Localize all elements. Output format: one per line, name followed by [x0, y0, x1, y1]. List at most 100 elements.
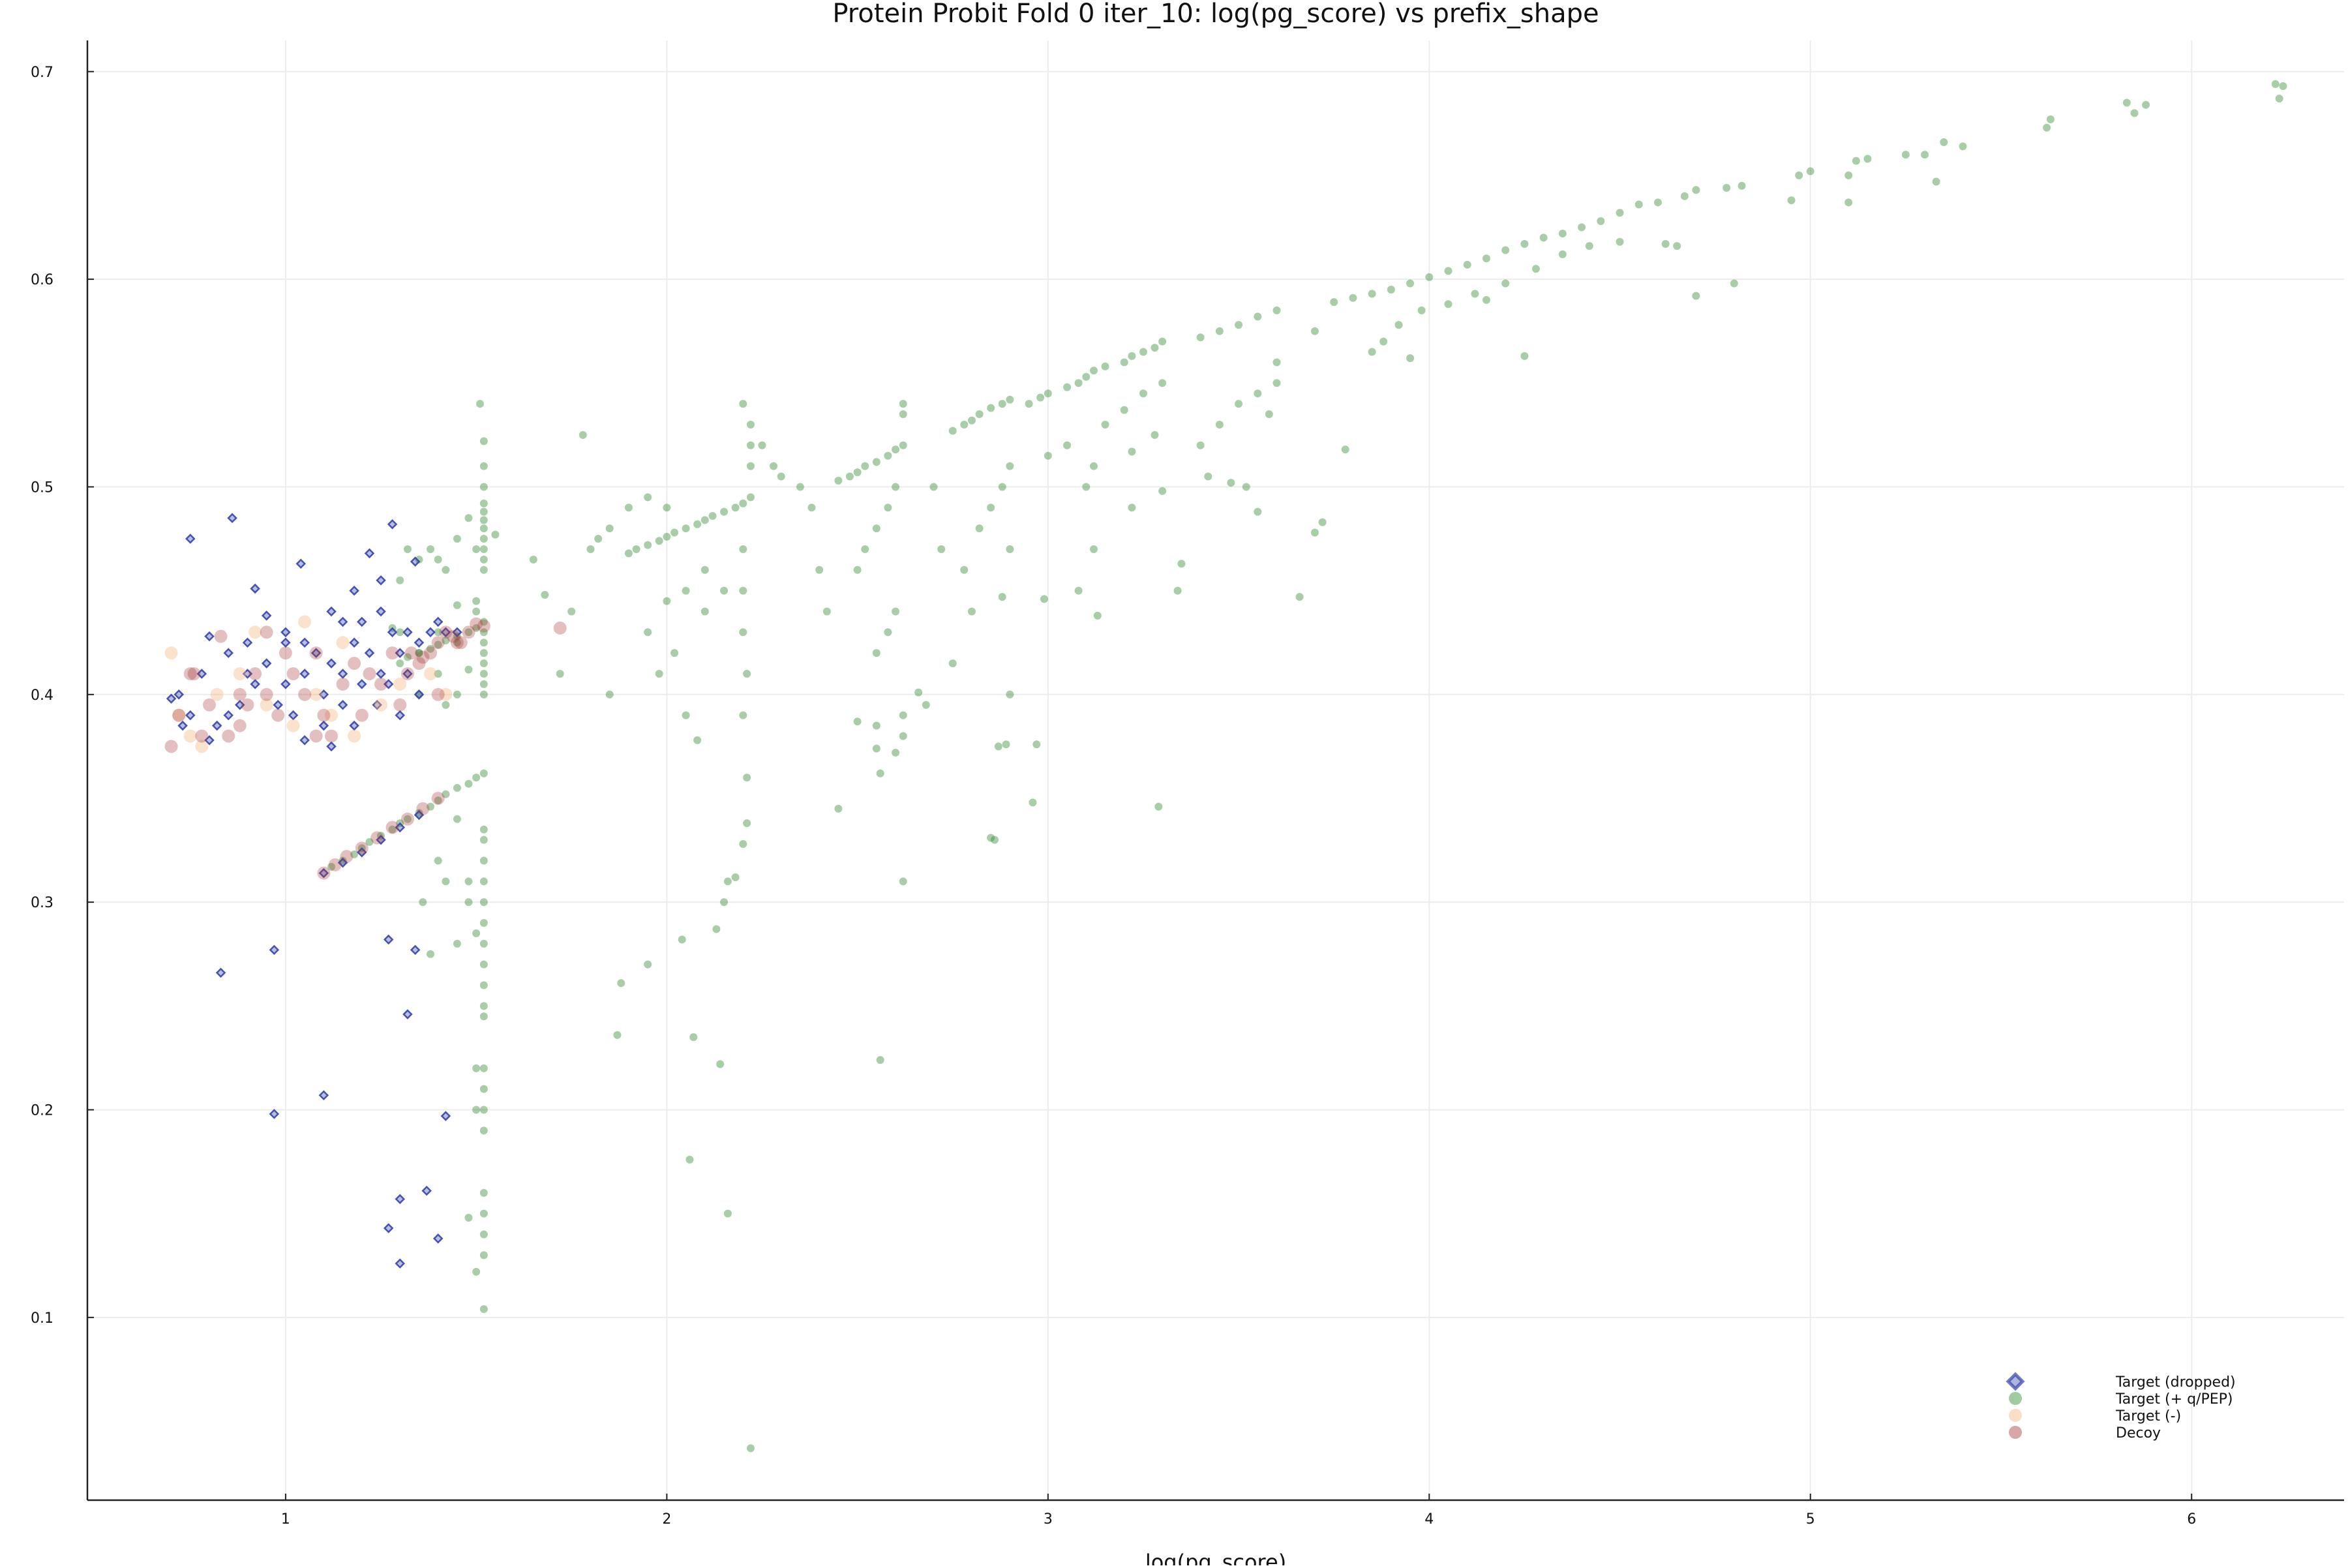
data-point: [655, 537, 663, 545]
data-point: [215, 967, 226, 978]
data-point: [317, 708, 331, 722]
data-point: [899, 441, 907, 449]
data-point: [1692, 186, 1700, 194]
data-point: [410, 944, 421, 956]
data-point: [479, 516, 488, 524]
data-point: [298, 687, 312, 701]
data-point: [1173, 586, 1182, 595]
data-point: [1387, 286, 1395, 294]
data-point: [280, 679, 291, 689]
data-point: [286, 719, 300, 732]
data-point: [318, 867, 329, 879]
data-point: [269, 944, 280, 956]
data-point: [1139, 389, 1147, 398]
data-point: [349, 585, 359, 596]
series-target-: [164, 615, 453, 753]
data-point: [227, 513, 237, 523]
data-point: [421, 1185, 432, 1196]
data-point: [440, 1111, 451, 1121]
data-point: [689, 1033, 698, 1042]
data-point: [1501, 279, 1510, 288]
data-point: [1661, 239, 1670, 248]
data-point: [427, 802, 435, 811]
data-point: [1254, 389, 1262, 398]
data-point: [464, 665, 473, 674]
y-tick-label: 0.2: [31, 1103, 53, 1119]
data-point: [183, 667, 197, 680]
data-point: [453, 639, 461, 647]
data-point: [1444, 300, 1452, 309]
data-point: [1444, 267, 1452, 275]
data-point: [402, 669, 413, 679]
data-point: [845, 472, 854, 481]
data-point: [2046, 115, 2054, 123]
data-point: [286, 667, 300, 680]
data-point: [393, 677, 407, 691]
data-point: [223, 710, 234, 721]
data-point: [899, 877, 907, 886]
data-point: [464, 514, 473, 522]
data-point: [479, 825, 488, 834]
data-point: [937, 545, 946, 553]
data-point: [624, 504, 633, 512]
data-point: [364, 648, 375, 658]
data-point: [1101, 362, 1109, 370]
data-point: [1093, 611, 1102, 620]
data-point: [2130, 109, 2139, 117]
data-point: [187, 667, 201, 680]
x-axis-label: log(pg_score): [1145, 1550, 1286, 1565]
data-point: [472, 774, 481, 782]
data-point: [396, 576, 404, 584]
data-point: [479, 1305, 488, 1314]
data-point: [731, 873, 740, 881]
data-point: [233, 667, 247, 680]
data-point: [632, 545, 640, 553]
data-point: [479, 524, 488, 533]
data-point: [1235, 400, 1243, 408]
data-point: [1242, 483, 1250, 491]
data-point: [204, 735, 215, 746]
data-point: [425, 627, 436, 638]
data-point: [948, 659, 957, 668]
data-point: [777, 472, 785, 481]
data-point: [177, 720, 188, 731]
data-point: [834, 476, 843, 485]
data-point: [1128, 352, 1136, 360]
data-point: [2142, 100, 2150, 109]
data-point: [605, 524, 614, 533]
data-point: [960, 420, 969, 429]
data-point: [624, 549, 633, 558]
data-point: [975, 524, 984, 533]
data-point: [586, 545, 595, 553]
data-point: [233, 719, 247, 732]
data-point: [427, 950, 435, 958]
data-point: [2122, 98, 2131, 107]
data-point: [987, 404, 995, 412]
data-point: [479, 960, 488, 969]
data-point: [479, 462, 488, 470]
data-point: [1844, 171, 1853, 179]
data-point: [1158, 337, 1167, 346]
data-point: [1158, 487, 1167, 495]
data-point: [415, 809, 423, 817]
data-point: [853, 565, 862, 574]
data-point: [644, 960, 652, 969]
data-point: [309, 687, 323, 701]
data-point: [1959, 142, 1967, 151]
data-point: [396, 628, 404, 637]
data-point: [166, 693, 177, 704]
data-point: [479, 555, 488, 564]
data-point: [472, 607, 481, 616]
data-point: [746, 1444, 755, 1453]
data-point: [434, 796, 442, 805]
data-point: [464, 1214, 473, 1222]
data-point: [339, 856, 347, 865]
data-point: [337, 857, 348, 868]
data-point: [693, 736, 702, 744]
data-point: [442, 565, 450, 574]
data-point: [453, 939, 461, 948]
data-point: [260, 626, 273, 639]
data-point: [861, 545, 869, 553]
data-point: [271, 708, 285, 722]
